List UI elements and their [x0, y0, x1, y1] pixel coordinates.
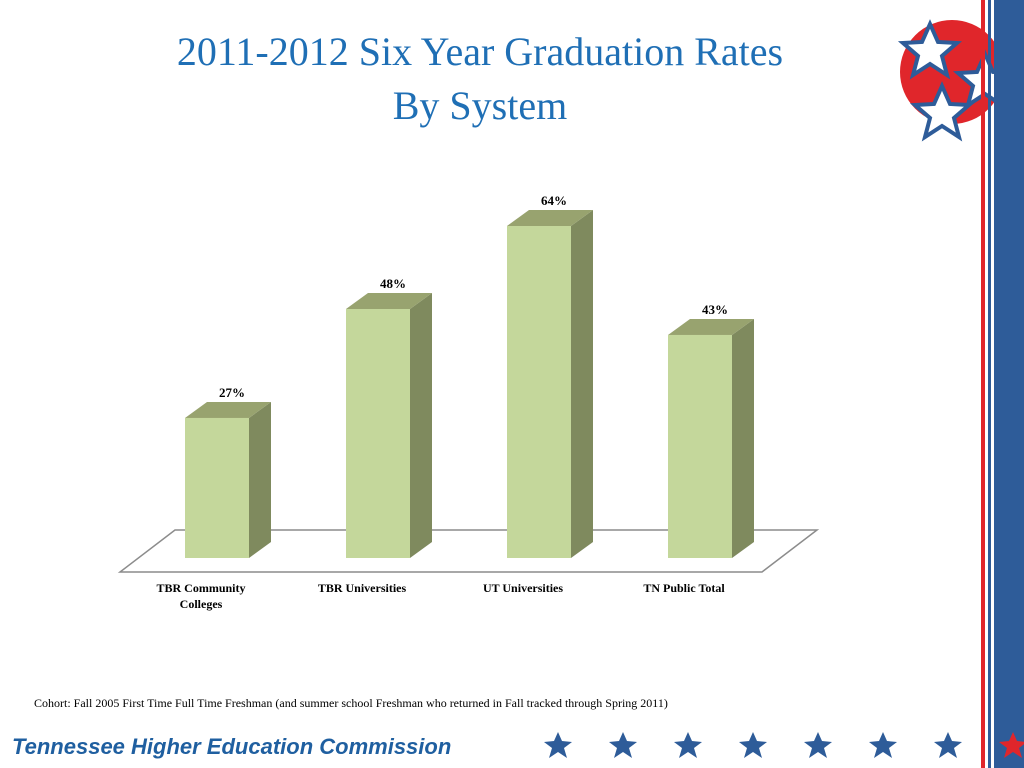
- bar-top: [668, 318, 754, 335]
- cohort-footnote: Cohort: Fall 2005 First Time Full Time F…: [34, 696, 668, 710]
- bar-top: [185, 401, 271, 418]
- category-label-line: Colleges: [180, 597, 223, 611]
- bars-group: [185, 210, 754, 558]
- star-icon: [934, 732, 962, 758]
- right-stripe-blue: [994, 0, 1024, 768]
- bar-top: [507, 210, 593, 226]
- star-icon: [739, 732, 767, 758]
- category-label-line: TBR Universities: [318, 581, 407, 595]
- bar-side: [249, 401, 271, 558]
- data-labels-group: 27% 48% 64% 43%: [219, 193, 728, 400]
- right-stripe-red: [981, 0, 985, 768]
- star-icon: [674, 732, 702, 758]
- bar: [668, 334, 732, 558]
- slide-title-line-2: By System: [392, 83, 568, 128]
- three-stars-circle-icon: [897, 19, 1015, 142]
- category-label: TBR Community Colleges: [156, 581, 245, 611]
- star-icon: [869, 732, 897, 758]
- category-label: UT Universities: [483, 581, 563, 595]
- star-icon: [804, 732, 832, 758]
- category-label: TN Public Total: [643, 581, 725, 595]
- bar: [185, 417, 249, 558]
- footer-stars: [544, 732, 1024, 758]
- footer-organization-name: Tennessee Higher Education Commission: [12, 734, 452, 759]
- data-label: 64%: [541, 193, 567, 208]
- category-label: TBR Universities: [318, 581, 407, 595]
- bar: [507, 226, 571, 558]
- chart-floor: [117, 529, 820, 573]
- category-label-line: UT Universities: [483, 581, 563, 595]
- star-icon: [609, 732, 637, 758]
- bar-side: [732, 318, 754, 558]
- bar-side: [410, 293, 432, 558]
- data-label: 43%: [702, 302, 728, 317]
- bar-side: [571, 210, 593, 558]
- data-label: 48%: [380, 276, 406, 291]
- data-label: 27%: [219, 385, 245, 400]
- star-icon: [544, 732, 572, 758]
- category-labels-group: TBR Community Colleges TBR Universities UT …: [156, 581, 725, 611]
- bar-top: [346, 293, 432, 309]
- bar: [346, 309, 410, 558]
- slide-title-line-1: 2011-2012 Six Year Graduation Rates: [176, 29, 784, 74]
- category-label-line: TN Public Total: [643, 581, 725, 595]
- category-label-line: TBR Community: [156, 581, 245, 595]
- star-icon: [999, 732, 1024, 758]
- right-stripe-thin-blue: [988, 0, 991, 768]
